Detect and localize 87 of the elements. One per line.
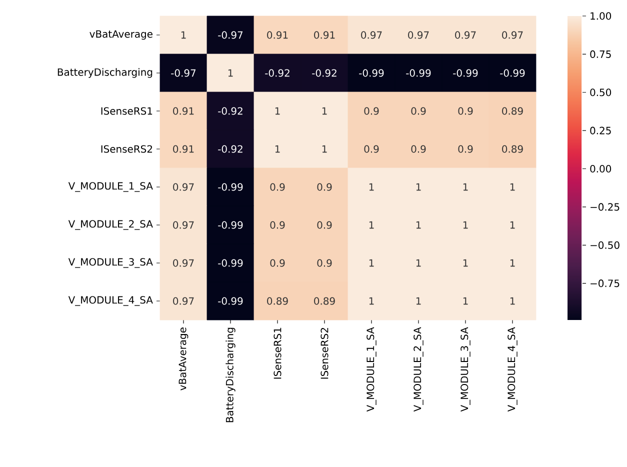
data-label: 1 [416,297,421,305]
data-label: -0.99 [218,259,243,267]
data-label: 0.9 [270,259,285,267]
data-label: 1 [463,259,468,267]
data-label: 0.9 [364,107,379,115]
data-label: 0.91 [173,107,194,115]
data-label: -0.92 [265,69,290,77]
data-label: -0.97 [218,31,243,39]
data-label: 1 [275,107,280,115]
data-label: 1 [416,259,421,267]
data-label: 1 [369,221,374,229]
data-label: 1 [322,107,327,115]
x-tick-label: V_MODULE_1_SA [366,327,376,412]
data-label: -0.92 [312,69,336,77]
y-tick-label: V_MODULE_4_SA [68,296,153,306]
data-label: 1 [322,145,327,153]
data-label: -0.99 [218,221,243,229]
data-label: 1 [463,183,468,191]
data-label: -0.99 [406,69,431,77]
data-label: 0.89 [267,297,288,305]
data-label: 0.9 [364,145,379,153]
data-label: 0.9 [411,107,426,115]
data-label: 0.97 [502,31,523,39]
data-label: 1 [510,297,515,305]
y-tick-label: V_MODULE_1_SA [68,182,153,192]
data-label: -0.99 [359,69,384,77]
data-label: -0.97 [171,69,196,77]
x-tick-label: V_MODULE_4_SA [508,327,518,412]
data-label: 0.9 [317,259,332,267]
data-label: -0.92 [218,145,242,153]
data-label: 0.89 [502,107,523,115]
data-label: 0.89 [314,297,335,305]
data-label: 0.91 [267,31,288,39]
color-bar-label: 0.25 [590,126,611,134]
data-label: -0.99 [218,183,243,191]
data-label: -0.99 [500,69,525,77]
data-label: 1 [369,183,374,191]
data-label: 1 [510,221,515,229]
data-label: 1 [228,69,233,77]
data-label: 0.97 [455,31,476,39]
data-label: 0.97 [361,31,382,39]
data-label: 0.91 [173,145,194,153]
color-bar-label: −0.75 [590,280,620,288]
data-label: 1 [510,259,515,267]
data-label: 0.91 [314,31,335,39]
data-label: 0.9 [317,221,332,229]
x-tick-label: BatteryDischarging [226,328,236,422]
y-tick-label: BatteryDischarging [58,68,152,78]
data-label: 0.9 [270,221,285,229]
data-label: 1 [463,297,468,305]
x-tick-label: ISenseRS2 [320,328,328,379]
data-label: 0.97 [173,259,194,267]
y-tick-label: V_MODULE_3_SA [68,258,153,268]
color-bar-label: 0.00 [590,164,612,173]
y-tick-label: V_MODULE_2_SA [68,220,153,230]
data-label: -0.99 [218,297,243,305]
data-label: 0.9 [270,183,285,191]
x-tick-label: ISenseRS1 [274,328,282,379]
data-label: 0.9 [458,107,473,115]
color-bar-label: 0.75 [590,50,611,58]
data-label: 0.9 [411,145,426,153]
data-label: 1 [510,183,515,191]
data-label: 1 [181,31,186,39]
color-bar-label: 0.50 [590,88,612,96]
color-bar-label: −0.50 [590,241,620,249]
data-label: 1 [369,259,374,267]
color-bar-label: 1.00 [590,12,612,20]
data-label: 0.97 [173,221,194,229]
data-label: -0.99 [453,69,478,77]
data-label: 1 [416,221,421,229]
data-label: 1 [416,183,421,191]
data-label: 0.9 [458,145,473,153]
color-bar-label: −0.25 [590,203,620,211]
data-label: 1 [463,221,468,229]
x-tick-label: V_MODULE_2_SA [414,327,424,412]
y-tick-label: ISenseRS2 [101,145,152,153]
data-label: -0.92 [218,107,242,115]
data-label: 0.9 [317,183,332,191]
data-label: 1 [275,145,280,153]
data-label: 0.97 [173,183,194,191]
data-label: 0.97 [408,31,429,39]
data-label: 1 [369,297,374,305]
y-tick-label: vBatAverage [90,30,152,40]
x-tick-label: V_MODULE_3_SA [460,327,470,412]
data-label: 0.97 [173,297,194,305]
y-tick-label: ISenseRS1 [101,107,152,115]
data-label: 0.89 [502,145,523,153]
